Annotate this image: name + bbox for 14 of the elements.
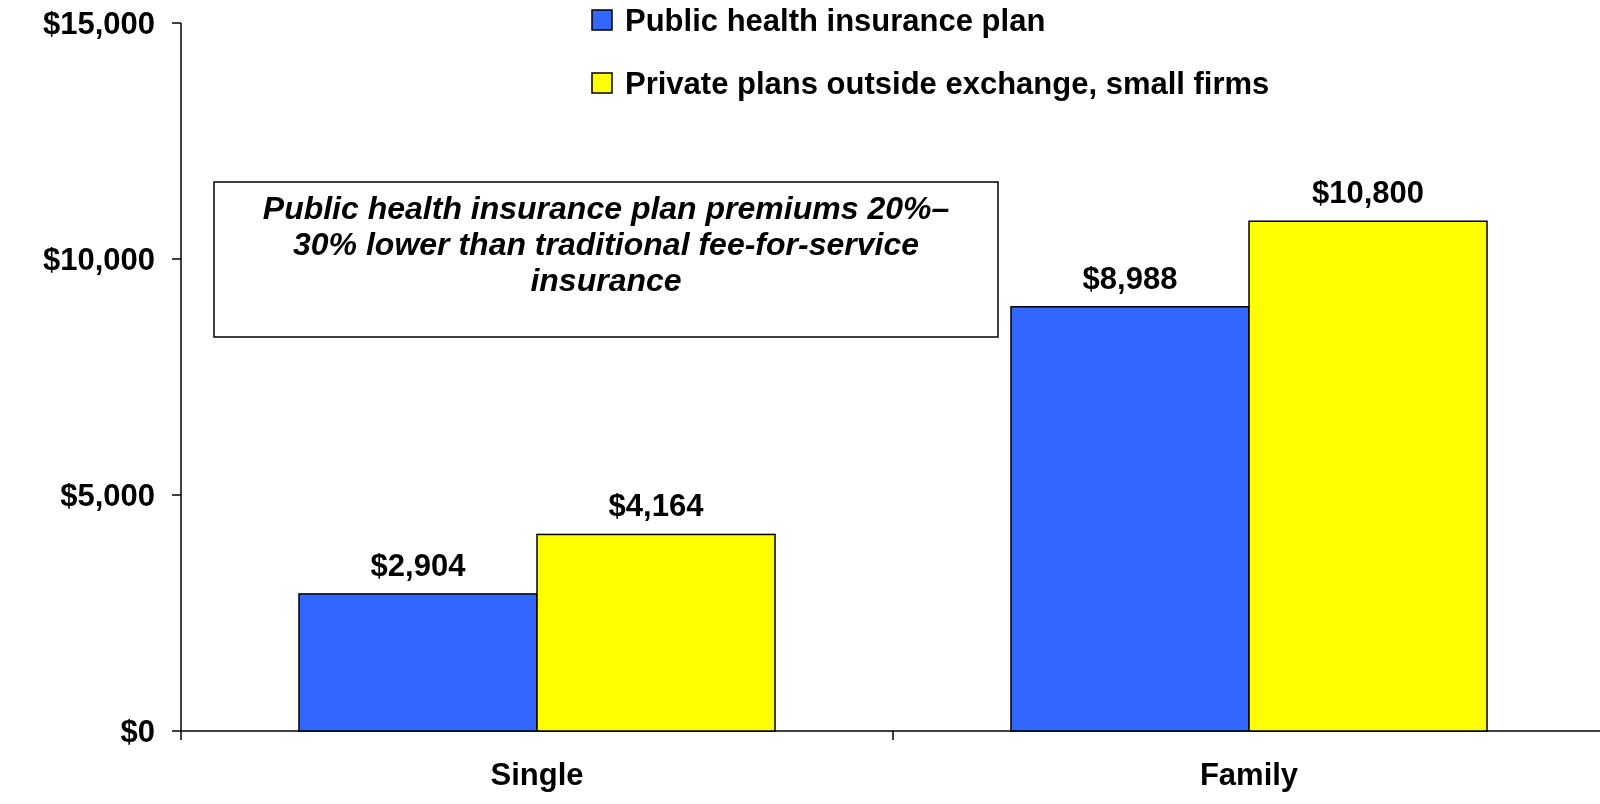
y-tick-label: $15,000 [42, 5, 155, 41]
annotation: Public health insurance plan premiums 20%–30% lower than traditional fee-for-service insurance [261, 190, 951, 298]
y-tick-label: $0 [120, 713, 155, 749]
data-label: $10,800 [1311, 175, 1425, 211]
x-tick-label: Single [490, 757, 584, 792]
data-label: $4,164 [608, 488, 705, 524]
y-tick-label: $10,000 [42, 241, 155, 277]
legend-label: Public health insurance plan [625, 2, 1046, 38]
x-tick-label: Family [1199, 757, 1299, 792]
legend-label: Private plans outside exchange, small firms [625, 65, 1270, 101]
y-tick-label: $5,000 [60, 477, 155, 513]
text-box: Public health insurance plan premiums 20%–30% lower than traditional fee-for-service insurance [213, 181, 999, 338]
data-label: $8,988 [1082, 260, 1178, 296]
data-label: $2,904 [370, 547, 467, 583]
